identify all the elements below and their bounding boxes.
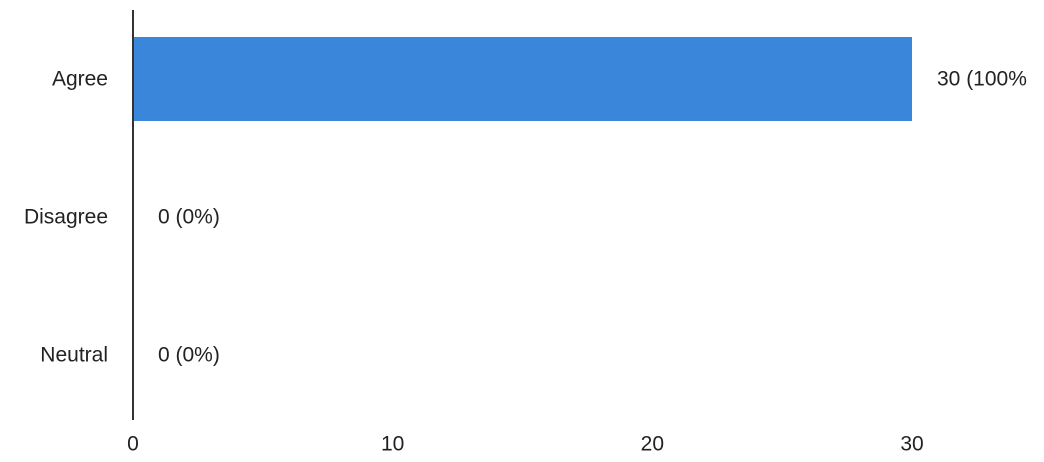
x-tick-label-10: 10 xyxy=(381,433,404,456)
x-tick-label-20: 20 xyxy=(641,433,664,456)
category-label-disagree: Disagree xyxy=(24,206,108,229)
ticks-layer: 0 10 20 30 xyxy=(127,433,924,456)
data-label-neutral: 0 (0%) xyxy=(158,344,220,367)
bar-agree xyxy=(134,37,912,121)
bars-layer xyxy=(134,37,912,121)
data-label-agree: 30 (100% xyxy=(937,68,1027,91)
x-tick-label-0: 0 xyxy=(127,433,139,456)
category-label-agree: Agree xyxy=(52,68,108,91)
data-label-disagree: 0 (0%) xyxy=(158,206,220,229)
labels-layer: Agree 30 (100% Disagree 0 (0%) Neutral 0 (0%) xyxy=(24,68,1027,367)
x-tick-label-30: 30 xyxy=(900,433,923,456)
category-label-neutral: Neutral xyxy=(40,344,108,367)
